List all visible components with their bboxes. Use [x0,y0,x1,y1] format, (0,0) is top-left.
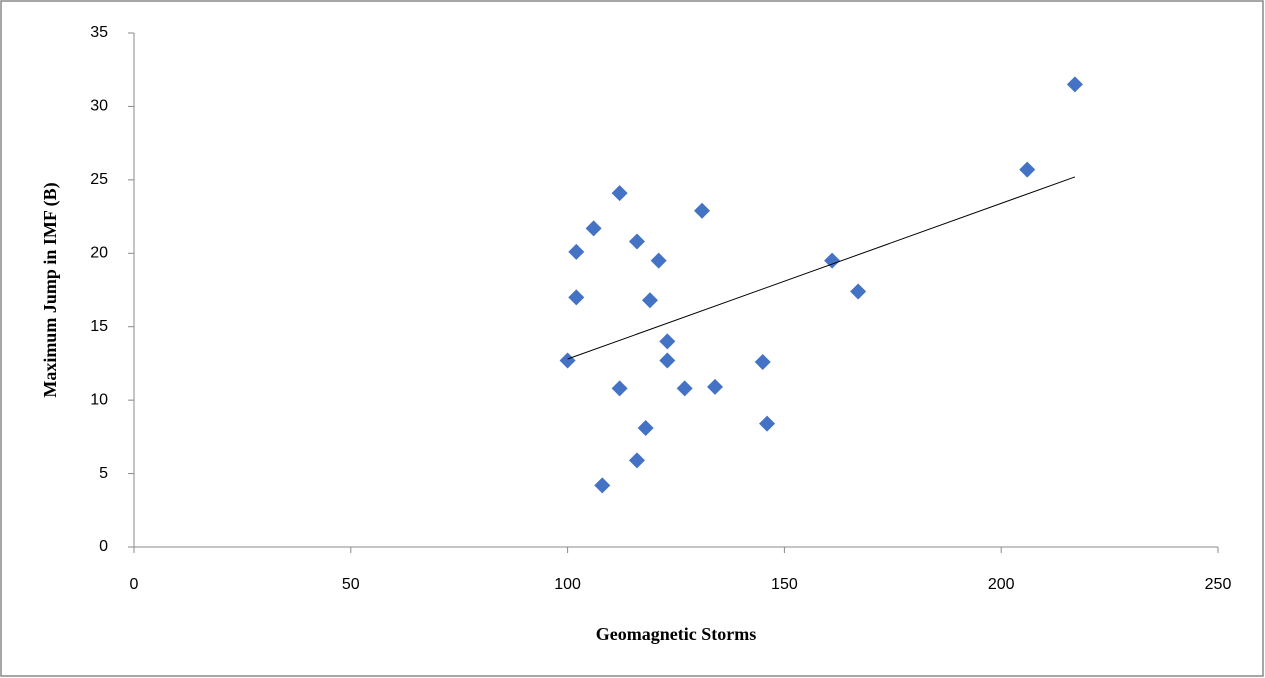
x-tick-label: 50 [342,576,360,593]
y-tick-label: 30 [90,98,108,115]
point [824,252,841,269]
point [611,380,628,397]
point [707,378,724,395]
point [611,185,628,202]
x-tick-label: 200 [988,576,1015,593]
point [637,420,654,437]
x-tick-label: 250 [1205,576,1232,593]
point [759,415,776,432]
trendline [567,176,1076,360]
point [568,243,585,260]
point [659,352,676,369]
point [850,283,867,300]
y-tick-label: 20 [90,245,108,262]
point [628,452,645,469]
point [585,220,602,237]
x-tick-label: 100 [554,576,581,593]
y-tick-label: 25 [90,171,108,188]
point [676,380,693,397]
y-tick-label: 10 [90,391,108,408]
x-axis-title: Geomagnetic Storms [596,624,756,644]
point [659,333,676,350]
x-tick-label: 0 [130,576,139,593]
point [694,202,711,219]
point [754,353,771,370]
y-tick-label: 0 [99,538,108,555]
point [628,233,645,250]
point [568,289,585,306]
y-tick-label: 5 [99,465,108,482]
point [641,292,658,309]
point [650,252,667,269]
y-tick-label: 15 [90,318,108,335]
point [1066,76,1083,93]
y-tick-label: 35 [90,24,108,41]
point [559,352,576,369]
y-axis-title: Maximum Jump in IMF (B) [40,182,61,397]
x-tick-label: 150 [771,576,798,593]
point [594,477,611,494]
point [1019,161,1036,178]
